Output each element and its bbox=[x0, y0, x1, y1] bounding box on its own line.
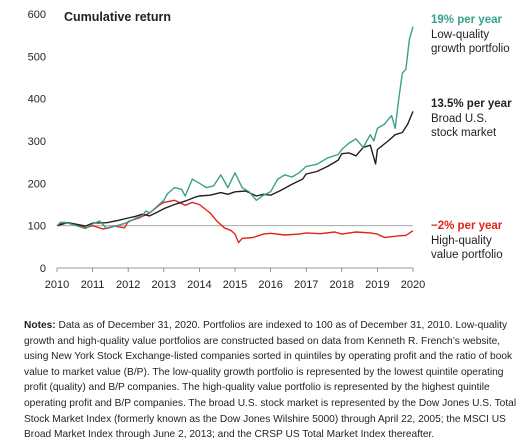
x-tick-label: 2018 bbox=[330, 279, 354, 291]
y-tick-label: 500 bbox=[28, 51, 46, 63]
chart-notes: Notes: Data as of December 31, 2020. Por… bbox=[24, 318, 520, 443]
legend-rate-2: 13.5% per year bbox=[431, 98, 512, 110]
x-tick-label: 2014 bbox=[187, 279, 211, 291]
y-tick-label: 400 bbox=[28, 94, 46, 106]
series-line-1 bbox=[56, 26, 414, 230]
x-tick-label: 2019 bbox=[365, 279, 389, 291]
x-tick-label: 2015 bbox=[223, 279, 247, 291]
legend-rate-1: 19% per year bbox=[431, 14, 502, 26]
y-tick-label: 100 bbox=[28, 221, 46, 233]
legend-name-line: Low-quality bbox=[431, 29, 489, 41]
series-line-3 bbox=[56, 199, 414, 244]
legend-name-2: Broad U.S. stock market bbox=[431, 113, 497, 139]
chart-title: Cumulative return bbox=[64, 10, 171, 24]
x-tick-label: 2017 bbox=[294, 279, 318, 291]
y-tick-label: 200 bbox=[28, 178, 46, 190]
x-tick-label: 2011 bbox=[81, 279, 105, 291]
legend-name-line: stock market bbox=[431, 127, 497, 139]
legend-name-line: High-quality bbox=[431, 235, 492, 247]
notes-label: Notes: bbox=[24, 320, 56, 331]
legend-name-line: Broad U.S. bbox=[431, 113, 487, 125]
series-line-2 bbox=[56, 111, 414, 227]
x-tick-label: 2020 bbox=[401, 279, 425, 291]
x-tick-label: 2013 bbox=[152, 279, 176, 291]
legend-name-1: Low-quality growth portfolio bbox=[431, 29, 510, 55]
y-tick-label: 300 bbox=[28, 136, 46, 148]
x-tick-label: 2010 bbox=[45, 279, 69, 291]
legend-name-line: growth portfolio bbox=[431, 43, 510, 55]
y-tick-label: 0 bbox=[40, 263, 46, 275]
cumulative-return-chart: 0 100 200 300 400 500 600 2010 2011 2012 2013 2014 2… bbox=[28, 9, 512, 291]
legend-rate-3: −2% per year bbox=[431, 220, 503, 232]
y-tick-label: 600 bbox=[28, 9, 46, 21]
legend-name-line: value portfolio bbox=[431, 249, 503, 261]
x-tick-label: 2016 bbox=[258, 279, 282, 291]
x-tick-label: 2012 bbox=[116, 279, 140, 291]
notes-text: Data as of December 31, 2020. Portfolios… bbox=[24, 320, 517, 441]
legend-name-3: High-quality value portfolio bbox=[431, 235, 503, 261]
